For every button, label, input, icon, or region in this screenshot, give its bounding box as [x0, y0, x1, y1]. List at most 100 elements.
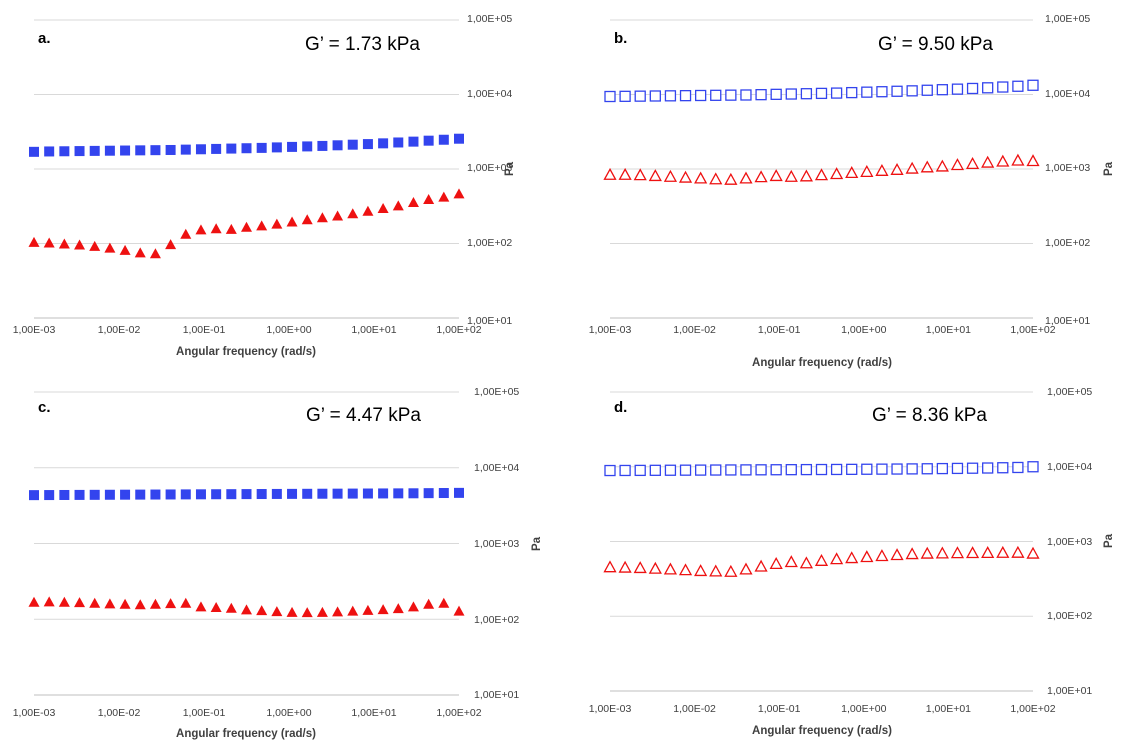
storage-modulus-point	[740, 464, 752, 476]
storage-modulus-point	[815, 87, 828, 100]
storage-modulus-point	[891, 463, 903, 475]
x-tick-label: 1,00E-01	[758, 324, 801, 336]
storage-modulus-point	[150, 489, 161, 500]
storage-modulus-point	[649, 464, 661, 476]
storage-modulus-point	[135, 489, 146, 500]
storage-modulus-point	[710, 464, 722, 476]
storage-modulus-point	[936, 462, 949, 475]
x-tick-label: 1,00E-01	[183, 324, 226, 336]
storage-modulus-point	[287, 488, 298, 499]
loss-modulus-point	[104, 242, 116, 253]
y-tick-labels-a: 1,00E+05 1,00E+04 1,00E+03 1,00E+02 1,00…	[467, 13, 512, 327]
loss-modulus-point	[875, 549, 889, 562]
y-tick-label: 1,00E+02	[1045, 237, 1090, 249]
loss-modulus-point	[316, 212, 328, 223]
loss-modulus-point	[784, 169, 798, 182]
loss-modulus-point	[362, 205, 374, 216]
storage-modulus-point	[423, 488, 434, 499]
loss-modulus-point	[271, 606, 283, 617]
x-tick-label: 1,00E+00	[266, 324, 311, 336]
loss-modulus-point	[754, 559, 768, 572]
loss-modulus-point	[423, 598, 435, 609]
loss-modulus-point	[332, 606, 344, 617]
storage-modulus-point	[438, 134, 449, 145]
panel-d: 1,00E+05 1,00E+04 1,00E+03 1,00E+02 1,00…	[589, 386, 1115, 737]
storage-modulus-point	[982, 82, 994, 94]
storage-modulus-point	[347, 488, 358, 499]
loss-modulus-point	[43, 596, 55, 607]
storage-modulus-point	[619, 464, 631, 477]
storage-modulus-point	[256, 489, 267, 500]
x-tick-label: 1,00E-03	[13, 707, 56, 719]
storage-modulus-point	[755, 89, 767, 101]
storage-modulus-point	[846, 86, 858, 99]
loss-modulus-point	[392, 603, 404, 614]
y-axis-label: Pa	[1103, 533, 1115, 548]
y-tick-label: 1,00E+03	[1045, 162, 1090, 174]
loss-modulus-point	[119, 598, 131, 609]
storage-modulus-point	[195, 489, 206, 500]
storage-modulus-point	[921, 84, 933, 96]
storage-modulus-point	[332, 140, 343, 151]
storage-modulus-point	[44, 146, 55, 157]
loss-modulus-point	[694, 171, 708, 184]
x-tick-label: 1,00E+02	[1010, 324, 1055, 336]
loss-modulus-point	[830, 167, 844, 180]
panel-c: 1,00E+05 1,00E+04 1,00E+03 1,00E+02 1,00…	[13, 386, 543, 740]
storage-modulus-point	[634, 464, 646, 477]
storage-modulus-point	[393, 488, 404, 499]
storage-modulus-point	[815, 463, 828, 476]
loss-modulus-point	[332, 210, 344, 221]
loss-modulus-point	[965, 157, 980, 170]
x-axis-label: Angular frequency (rad/s)	[752, 357, 892, 369]
storage-modulus-point	[271, 142, 282, 153]
modulus-annotation: G’ = 4.47 kPa	[306, 405, 421, 426]
x-tick-label: 1,00E+01	[351, 324, 396, 336]
x-tick-label: 1,00E+02	[436, 707, 481, 719]
x-tick-label: 1,00E-02	[673, 324, 716, 336]
storage-modulus-point	[302, 488, 313, 499]
storage-modulus-point	[423, 135, 434, 146]
loss-modulus-point	[678, 563, 693, 576]
markers-c	[28, 487, 465, 618]
storage-modulus-point	[256, 142, 267, 153]
loss-modulus-point	[981, 546, 995, 559]
storage-modulus-point	[44, 490, 55, 501]
x-tick-label: 1,00E-01	[758, 703, 801, 715]
loss-modulus-point	[165, 598, 177, 609]
x-tick-labels-c: 1,00E-03 1,00E-02 1,00E-01 1,00E+00 1,00…	[13, 707, 482, 719]
y-tick-label: 1,00E+01	[1047, 685, 1092, 697]
y-tick-label: 1,00E+04	[474, 462, 519, 474]
y-axis-label: Pa	[1103, 161, 1115, 176]
y-tick-label: 1,00E+01	[1045, 315, 1090, 327]
loss-modulus-point	[347, 208, 359, 219]
storage-modulus-point	[785, 464, 797, 476]
loss-modulus-point	[347, 605, 359, 616]
loss-modulus-point	[180, 228, 192, 239]
storage-modulus-point	[226, 143, 237, 154]
panel-label: c.	[38, 399, 51, 416]
loss-modulus-point	[195, 601, 207, 612]
loss-modulus-point	[950, 546, 965, 559]
storage-modulus-point	[29, 146, 39, 157]
storage-modulus-point	[740, 89, 752, 101]
y-tick-labels-c: 1,00E+05 1,00E+04 1,00E+03 1,00E+02 1,00…	[474, 386, 519, 701]
x-tick-label: 1,00E+01	[351, 707, 396, 719]
storage-modulus-point	[634, 90, 646, 102]
storage-modulus-point	[438, 488, 449, 499]
loss-modulus-point	[860, 550, 874, 563]
storage-modulus-point	[830, 463, 843, 476]
storage-modulus-point	[664, 464, 677, 476]
storage-modulus-point	[454, 487, 464, 498]
storage-modulus-point	[29, 490, 39, 501]
loss-modulus-point	[905, 161, 919, 174]
storage-modulus-point	[921, 463, 933, 475]
storage-modulus-point	[679, 90, 692, 102]
markers-d	[603, 461, 1040, 577]
storage-modulus-point	[302, 141, 313, 152]
x-tick-labels-a: 1,00E-03 1,00E-02 1,00E-01 1,00E+00 1,00…	[13, 324, 482, 336]
loss-modulus-point	[195, 224, 207, 235]
loss-modulus-point	[769, 557, 783, 570]
loss-modulus-point	[905, 547, 919, 560]
loss-modulus-point	[663, 169, 678, 182]
